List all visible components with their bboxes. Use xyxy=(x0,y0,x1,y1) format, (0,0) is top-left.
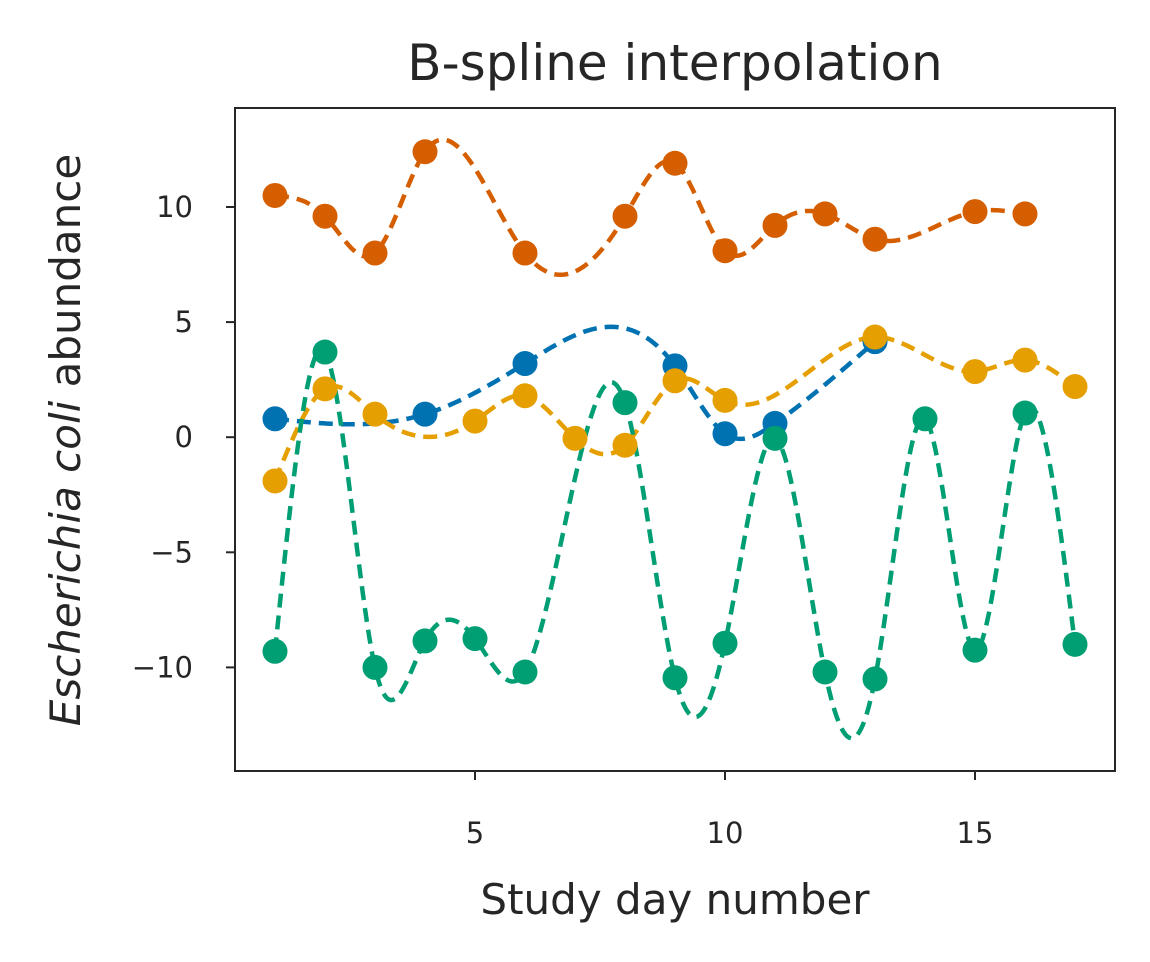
series-3-point xyxy=(262,468,288,494)
y-ticks: 10 5 0 −5 −10 xyxy=(132,190,235,684)
series-2-point xyxy=(812,201,838,227)
y-axis-label-organism: Escherichia coli xyxy=(41,400,90,726)
series-3-point xyxy=(862,324,888,350)
y-axis-label: Escherichia coli abundance xyxy=(41,154,90,726)
y-axis-label-measure: abundance xyxy=(41,154,90,401)
series-1-point xyxy=(712,421,738,447)
x-ticks: 5 10 15 xyxy=(466,771,994,850)
series-4-point xyxy=(312,339,338,365)
series-3-point xyxy=(562,425,588,451)
series-2-point xyxy=(412,139,438,165)
series-2-point xyxy=(1012,201,1038,227)
x-tick-label: 5 xyxy=(466,816,484,850)
y-tick-label: 10 xyxy=(156,190,193,224)
series-4-point xyxy=(512,659,538,685)
y-tick-label: −10 xyxy=(132,650,193,684)
y-tick-label: −5 xyxy=(150,535,193,569)
series-4-point xyxy=(712,630,738,656)
plot-frame xyxy=(234,107,1116,772)
series-2-point xyxy=(312,203,338,229)
x-tick-label: 15 xyxy=(957,816,994,850)
series-4-point xyxy=(412,628,438,654)
series-lines xyxy=(272,137,1078,741)
y-tick-label: 0 xyxy=(175,420,193,454)
series-2-spline xyxy=(274,137,1026,278)
series-3-point xyxy=(662,368,688,394)
chart-title: B-spline interpolation xyxy=(407,34,942,92)
series-3-point xyxy=(712,387,738,413)
series-4-point xyxy=(462,626,488,652)
series-2-point xyxy=(262,182,288,208)
series-2-point xyxy=(512,240,538,266)
series-4-point xyxy=(812,659,838,685)
series-4-point xyxy=(662,665,688,691)
series-4-point xyxy=(912,406,938,432)
series-1-point xyxy=(412,401,438,427)
series-4-point xyxy=(862,666,888,692)
series-1-point xyxy=(512,351,538,377)
series-2-point xyxy=(712,238,738,264)
series-4-point xyxy=(962,637,988,663)
x-tick-label: 10 xyxy=(707,816,744,850)
series-2-point xyxy=(762,212,788,238)
series-points xyxy=(262,139,1088,692)
series-1-point xyxy=(262,406,288,432)
series-4-point xyxy=(262,638,288,664)
x-axis-label: Study day number xyxy=(480,875,870,924)
series-4-point xyxy=(762,425,788,451)
series-4-point xyxy=(1062,631,1088,657)
series-3-point xyxy=(512,383,538,409)
series-4-point xyxy=(612,390,638,416)
series-4-point xyxy=(362,654,388,680)
series-3-point xyxy=(1012,347,1038,373)
series-3-point xyxy=(962,359,988,385)
series-2-point xyxy=(962,199,988,225)
series-2-point xyxy=(862,226,888,252)
series-4-point xyxy=(1012,400,1038,426)
series-2-point xyxy=(612,203,638,229)
series-3-point xyxy=(312,376,338,402)
series-2-point xyxy=(362,240,388,266)
series-3-point xyxy=(362,401,388,427)
series-2-point xyxy=(662,150,688,176)
y-tick-label: 5 xyxy=(175,305,193,339)
series-3-point xyxy=(1062,374,1088,400)
series-3-point xyxy=(612,432,638,458)
series-3-point xyxy=(462,408,488,434)
